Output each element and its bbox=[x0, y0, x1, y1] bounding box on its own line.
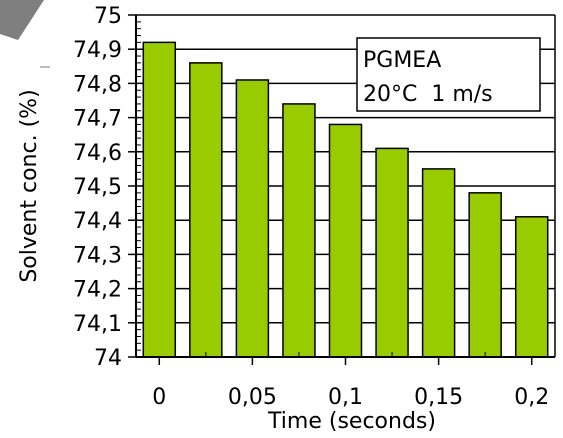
y-tick-label-3: 74,3 bbox=[73, 243, 122, 268]
y-tick-label-7: 74,7 bbox=[73, 107, 122, 132]
legend: PGMEA 20°C 1 m/s bbox=[356, 37, 541, 112]
x-tick-label-4: 0,2 bbox=[514, 385, 549, 410]
bar-3 bbox=[282, 103, 316, 358]
x-tick-label-0: 0 bbox=[152, 385, 166, 410]
y-tick-label-2: 74,2 bbox=[73, 278, 122, 303]
y-tick-label-1: 74,1 bbox=[73, 312, 122, 337]
bar-7 bbox=[468, 192, 502, 358]
bar-5 bbox=[375, 147, 409, 358]
bar-1 bbox=[189, 62, 223, 358]
x-tick-label-1: 0,05 bbox=[228, 385, 277, 410]
x-axis-label: Time (seconds) bbox=[267, 409, 436, 434]
y-tick-label-4: 74,4 bbox=[73, 209, 122, 234]
y-tick-label-5: 74,5 bbox=[73, 175, 122, 200]
bar-6 bbox=[421, 168, 456, 358]
y-tick-label-9: 74,9 bbox=[73, 38, 122, 63]
axes bbox=[128, 14, 555, 365]
y-tick-label-0: 74 bbox=[94, 346, 122, 371]
y-axis-label: Solvent conc. (%) bbox=[17, 89, 42, 282]
bar-2 bbox=[235, 79, 270, 358]
bars bbox=[142, 41, 549, 358]
legend-box bbox=[356, 37, 541, 112]
legend-line-2: 20°C 1 m/s bbox=[363, 82, 493, 107]
y-tick-labels: 74 74,1 74,2 74,3 74,4 74,5 74,6 74,7 74,8 74,9 75 bbox=[73, 4, 122, 371]
legend-line-1: PGMEA bbox=[363, 48, 441, 73]
x-tick-label-3: 0,15 bbox=[414, 385, 463, 410]
corner-arrow-icon bbox=[0, 0, 44, 40]
y-tick-label-10: 75 bbox=[94, 4, 122, 29]
bar-8 bbox=[514, 216, 549, 358]
y-tick-label-6: 74,6 bbox=[73, 141, 122, 166]
bar-4 bbox=[328, 123, 363, 358]
x-tick-label-2: 0,1 bbox=[328, 385, 363, 410]
y-tick-label-8: 74,8 bbox=[73, 72, 122, 97]
bar-0 bbox=[142, 41, 177, 358]
x-tick-labels: 0 0,05 0,1 0,15 0,2 bbox=[152, 385, 549, 410]
